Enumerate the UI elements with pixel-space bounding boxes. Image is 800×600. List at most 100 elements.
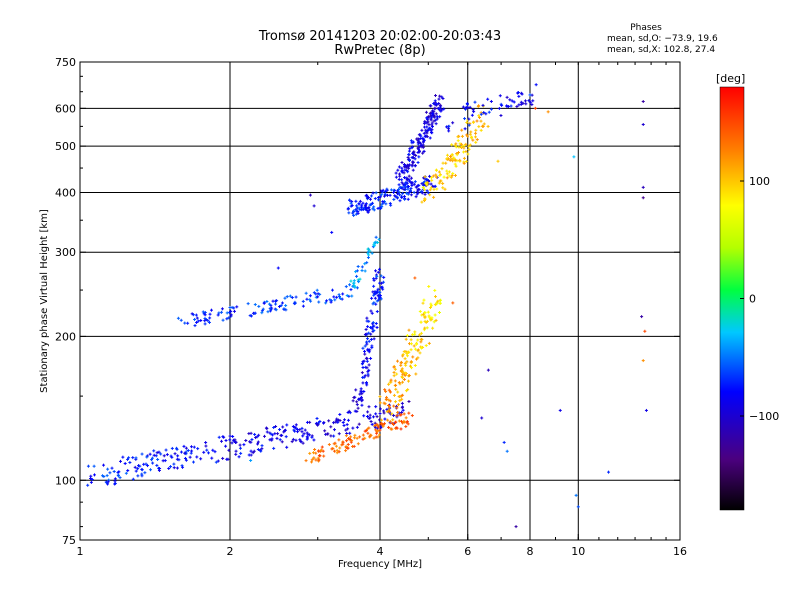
data-point <box>435 175 439 179</box>
data-point <box>640 315 644 319</box>
data-point <box>398 395 402 399</box>
data-point <box>367 319 371 323</box>
data-point <box>278 438 282 442</box>
data-point <box>445 172 449 176</box>
data-point <box>380 281 384 285</box>
data-point <box>316 423 320 427</box>
data-point <box>643 329 647 333</box>
data-point <box>231 434 235 438</box>
data-point <box>358 199 362 203</box>
data-point <box>378 428 382 432</box>
data-point <box>378 294 382 298</box>
data-point <box>435 187 439 191</box>
data-point <box>394 420 398 424</box>
data-point <box>247 432 251 436</box>
data-point <box>307 433 311 437</box>
data-point <box>355 409 359 413</box>
data-point <box>402 194 406 198</box>
data-point <box>367 426 371 430</box>
data-point <box>267 302 271 306</box>
data-point <box>395 372 399 376</box>
data-point <box>383 417 387 421</box>
data-point <box>450 143 454 147</box>
data-point <box>420 191 424 195</box>
data-point <box>464 159 468 163</box>
data-point <box>358 277 362 281</box>
data-point <box>392 370 396 374</box>
data-point <box>317 454 321 458</box>
data-point <box>409 342 413 346</box>
data-point <box>157 450 161 454</box>
data-point <box>332 428 336 432</box>
data-point <box>419 337 423 341</box>
data-point <box>92 473 96 477</box>
data-point <box>354 199 358 203</box>
data-point <box>370 422 374 426</box>
data-point <box>406 170 410 174</box>
data-point <box>405 334 409 338</box>
data-point <box>304 459 308 463</box>
data-point <box>335 417 339 421</box>
data-point <box>429 176 433 180</box>
data-point <box>434 168 438 172</box>
data-point <box>253 432 257 436</box>
data-point <box>464 106 468 110</box>
y-tick-label: 300 <box>55 246 76 259</box>
data-point <box>449 154 453 158</box>
data-point <box>284 435 288 439</box>
data-point <box>230 441 234 445</box>
data-point <box>340 297 344 301</box>
data-point <box>278 428 282 432</box>
data-point <box>394 171 398 175</box>
data-point <box>405 354 409 358</box>
data-point <box>445 169 449 173</box>
data-point <box>175 447 179 451</box>
data-point <box>530 103 534 107</box>
data-point <box>308 451 312 455</box>
data-point <box>422 298 426 302</box>
data-point <box>281 425 285 429</box>
data-point <box>369 356 373 360</box>
data-point <box>366 415 370 419</box>
data-point <box>384 190 388 194</box>
data-point <box>352 395 356 399</box>
data-point <box>384 389 388 393</box>
data-point <box>421 312 425 316</box>
data-point <box>423 134 427 138</box>
data-point <box>376 270 380 274</box>
data-point <box>304 291 308 295</box>
colorbar-label: [deg] <box>716 72 745 85</box>
data-point <box>467 123 471 127</box>
y-tick-label: 600 <box>55 102 76 115</box>
data-point <box>371 320 375 324</box>
data-point <box>273 432 277 436</box>
data-point <box>397 193 401 197</box>
data-point <box>433 303 437 307</box>
data-point <box>376 287 380 291</box>
data-point <box>451 121 455 125</box>
data-point <box>478 116 482 120</box>
data-point <box>422 149 426 153</box>
data-point <box>357 397 361 401</box>
data-point <box>358 207 362 211</box>
data-point <box>308 294 312 298</box>
data-point <box>387 382 391 386</box>
data-point <box>314 451 318 455</box>
data-point <box>401 372 405 376</box>
data-point <box>465 121 469 125</box>
data-point <box>413 164 417 168</box>
data-point <box>429 302 433 306</box>
data-points <box>86 83 648 529</box>
data-point <box>350 204 354 208</box>
x-tick-label: 2 <box>227 545 234 558</box>
data-point <box>389 378 393 382</box>
data-point <box>388 409 392 413</box>
data-point <box>469 136 473 140</box>
data-point <box>181 465 185 469</box>
data-point <box>203 319 207 323</box>
data-point <box>409 181 413 185</box>
data-point <box>374 302 378 306</box>
data-point <box>502 440 506 444</box>
data-point <box>454 142 458 146</box>
data-point <box>416 191 420 195</box>
